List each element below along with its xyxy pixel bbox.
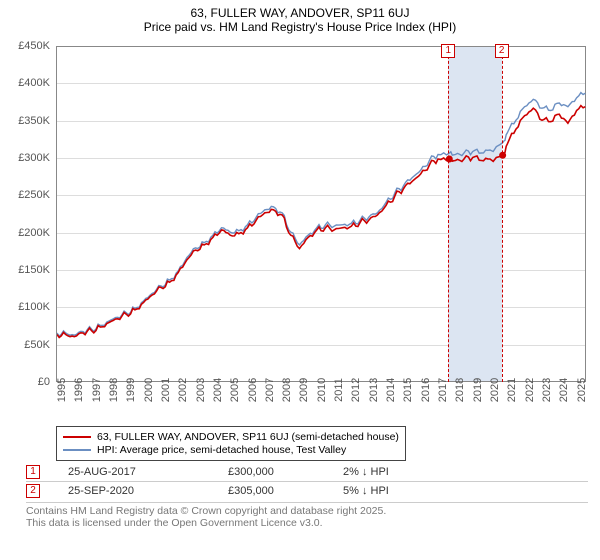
x-tick-label: 2015 (402, 378, 414, 402)
x-tick-label: 2003 (195, 378, 207, 402)
x-tick-label: 1995 (56, 378, 68, 402)
cell-delta: 2% ↓ HPI (343, 466, 433, 478)
sale-point (446, 156, 453, 163)
x-tick-label: 2000 (143, 378, 155, 402)
chart-area: £0 £50K £100K £150K £200K £250K £300K £350K £400… (12, 38, 588, 422)
x-tick-label: 2025 (576, 378, 588, 402)
x-tick-label: 2012 (350, 378, 362, 402)
legend-text: 63, FULLER WAY, ANDOVER, SP11 6UJ (semi-… (97, 431, 399, 443)
x-tick-label: 2011 (333, 378, 345, 402)
x-tick-label: 2020 (489, 378, 501, 402)
x-tick-label: 2010 (316, 378, 328, 402)
marker-line (448, 46, 449, 382)
legend-item: HPI: Average price, semi-detached house,… (63, 444, 399, 456)
legend-swatch (63, 449, 91, 451)
x-tick-label: 1999 (125, 378, 137, 402)
row-marker: 2 (26, 484, 40, 498)
y-tick-label: £300K (18, 152, 50, 164)
y-axis: £0£50K£100K£150K£200K£250K£300K£350K£400… (12, 46, 56, 382)
y-tick-label: £50K (24, 339, 50, 351)
marker-line (502, 46, 503, 382)
legend: 63, FULLER WAY, ANDOVER, SP11 6UJ (semi-… (56, 426, 406, 461)
series-line (57, 93, 585, 336)
chart-title: 63, FULLER WAY, ANDOVER, SP11 6UJ (12, 6, 588, 20)
line-chart-svg (57, 47, 587, 383)
y-tick-label: £0 (38, 376, 50, 388)
x-tick-label: 2009 (298, 378, 310, 402)
x-tick-label: 2016 (420, 378, 432, 402)
cell-price: £300,000 (228, 466, 343, 478)
table-row: 1 25-AUG-2017£300,0002% ↓ HPI (26, 463, 588, 481)
x-tick-label: 2017 (437, 378, 449, 402)
cell-date: 25-SEP-2020 (68, 485, 228, 497)
table-row: 2 25-SEP-2020£305,0005% ↓ HPI (26, 481, 588, 500)
footer-line-2: This data is licensed under the Open Gov… (26, 517, 588, 529)
x-tick-label: 2006 (247, 378, 259, 402)
y-tick-label: £350K (18, 115, 50, 127)
legend-item: 63, FULLER WAY, ANDOVER, SP11 6UJ (semi-… (63, 431, 399, 443)
cell-delta: 5% ↓ HPI (343, 485, 433, 497)
x-tick-label: 2013 (368, 378, 380, 402)
chart-subtitle: Price paid vs. HM Land Registry's House … (12, 20, 588, 34)
marker-label: 1 (441, 44, 455, 58)
x-tick-label: 2018 (454, 378, 466, 402)
series-line (57, 106, 585, 338)
y-tick-label: £250K (18, 189, 50, 201)
price-table: 1 25-AUG-2017£300,0002% ↓ HPI 2 25-SEP-2020… (26, 463, 588, 500)
y-tick-label: £450K (18, 40, 50, 52)
sale-point (499, 152, 506, 159)
y-tick-label: £150K (18, 264, 50, 276)
x-tick-label: 2023 (541, 378, 553, 402)
x-tick-label: 1997 (91, 378, 103, 402)
x-axis: 1995199619971998199920002001200220032004… (56, 382, 586, 422)
footer: Contains HM Land Registry data © Crown c… (26, 502, 588, 529)
x-tick-label: 2024 (558, 378, 570, 402)
cell-price: £305,000 (228, 485, 343, 497)
x-tick-label: 2007 (264, 378, 276, 402)
legend-text: HPI: Average price, semi-detached house,… (97, 444, 346, 456)
x-tick-label: 1996 (73, 378, 85, 402)
y-tick-label: £200K (18, 227, 50, 239)
footer-line-1: Contains HM Land Registry data © Crown c… (26, 505, 588, 517)
x-tick-label: 2021 (506, 378, 518, 402)
y-tick-label: £400K (18, 77, 50, 89)
x-tick-label: 2004 (212, 378, 224, 402)
plot-area (56, 46, 586, 382)
legend-swatch (63, 436, 91, 438)
cell-date: 25-AUG-2017 (68, 466, 228, 478)
row-marker: 1 (26, 465, 40, 479)
x-tick-label: 1998 (108, 378, 120, 402)
x-tick-label: 2005 (229, 378, 241, 402)
marker-label: 2 (495, 44, 509, 58)
x-tick-label: 2008 (281, 378, 293, 402)
x-tick-label: 2002 (177, 378, 189, 402)
x-tick-label: 2019 (472, 378, 484, 402)
x-tick-label: 2014 (385, 378, 397, 402)
x-tick-label: 2001 (160, 378, 172, 402)
y-tick-label: £100K (18, 301, 50, 313)
x-tick-label: 2022 (524, 378, 536, 402)
